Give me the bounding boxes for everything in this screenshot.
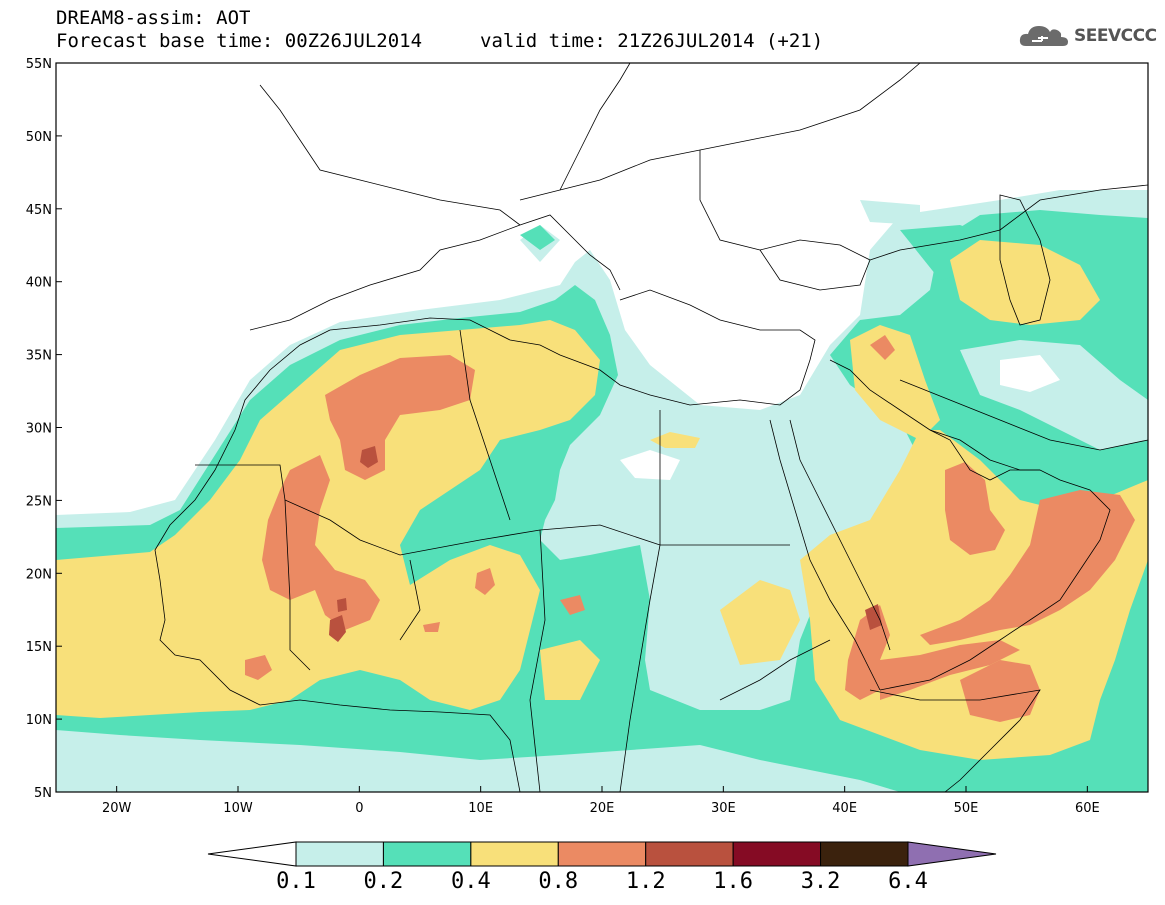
valid-time: valid time: 21Z26JUL2014 (+21) [480, 30, 824, 52]
lon-label: 10E [468, 801, 493, 816]
lat-label: 55N [26, 57, 52, 72]
aot-level-1.2 [329, 446, 882, 642]
colorbar-label: 0.8 [538, 869, 578, 894]
aot-clear-patches [620, 355, 1060, 480]
colorbar-label: 0.2 [364, 869, 404, 894]
lat-label: 20N [26, 567, 52, 582]
colorbar-label: 3.2 [801, 869, 841, 894]
coastlines [154, 63, 1148, 792]
lat-label: 35N [26, 349, 52, 364]
colorbar-box [645, 841, 734, 867]
lon-label: 40E [832, 801, 857, 816]
lon-label: 20E [590, 801, 615, 816]
colorbar-low-triangle [207, 841, 297, 867]
lat-label: 50N [26, 130, 52, 145]
lon-label: 10W [223, 801, 253, 816]
lon-label: 30E [711, 801, 736, 816]
aot-level-0.8 [245, 335, 1135, 722]
lat-label: 5N [34, 786, 52, 801]
seevccc-logo: SEEVCCC [1018, 22, 1157, 50]
cloud-icon [1019, 26, 1068, 46]
lon-label: 0 [355, 801, 363, 816]
model-title: DREAM8-assim: AOT [56, 7, 251, 29]
colorbar-label: 0.4 [451, 869, 491, 894]
lat-label: 40N [26, 276, 52, 291]
colorbar: 0.1 0.2 0.4 0.8 1.2 1.6 3.2 6.4 [207, 841, 997, 894]
logo-text: SEEVCCC [1074, 26, 1157, 46]
lon-label: 60E [1075, 801, 1100, 816]
colorbar-box [820, 841, 909, 867]
colorbar-label: 1.2 [626, 869, 666, 894]
lat-label: 30N [26, 422, 52, 437]
lat-label: 10N [26, 713, 52, 728]
lat-label: 45N [26, 203, 52, 218]
longitude-axis: 20W 10W 0 10E 20E 30E 40E 50E 60E [102, 786, 1100, 816]
colorbar-box [382, 841, 472, 867]
lat-label: 15N [26, 640, 52, 655]
colorbar-label: 1.6 [713, 869, 753, 894]
latitude-axis: 55N 50N 45N 40N 35N 30N 25N 20N 15N 10N 5N [26, 57, 62, 801]
lat-label: 25N [26, 494, 52, 509]
lon-label: 50E [954, 801, 979, 816]
colorbar-box [470, 841, 559, 867]
lon-label: 20W [102, 801, 132, 816]
aot-field [56, 63, 1148, 792]
colorbar-label: 0.1 [276, 869, 316, 894]
colorbar-box [557, 841, 647, 867]
forecast-base-time: Forecast base time: 00Z26JUL2014 [56, 30, 423, 52]
colorbar-label: 6.4 [888, 869, 928, 894]
colorbar-box [295, 841, 384, 867]
colorbar-high-triangle [907, 841, 997, 867]
colorbar-box [732, 841, 822, 867]
